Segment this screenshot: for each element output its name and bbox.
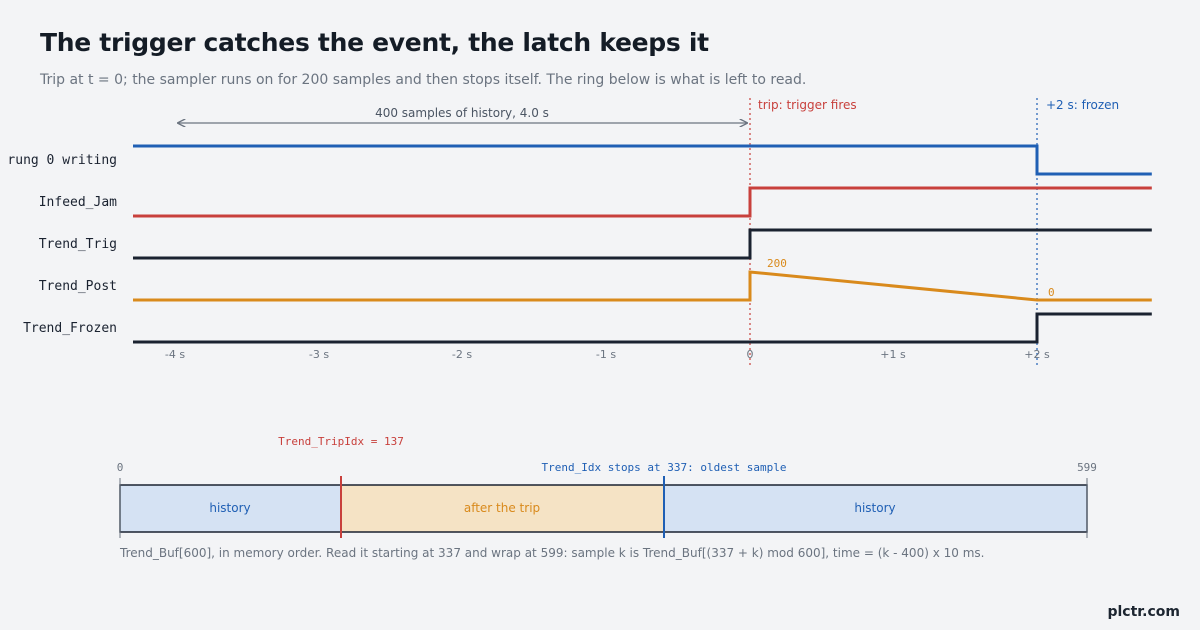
trace-rung0 bbox=[133, 144, 1152, 176]
trip-marker-label: trip: trigger fires bbox=[758, 98, 857, 112]
buffer-segment-label-after-trip: after the trip bbox=[464, 501, 540, 515]
trend-post-label-start: 200 bbox=[767, 257, 787, 270]
axis-tick-label: -2 s bbox=[452, 348, 472, 361]
buffer-segment-history-1 bbox=[119, 484, 342, 533]
axis-tick-label: -1 s bbox=[596, 348, 616, 361]
trace-trend-frozen bbox=[133, 312, 1152, 344]
stop-index-label: Trend_Idx stops at 337: oldest sample bbox=[541, 461, 786, 474]
axis-tick-label: 0 bbox=[747, 348, 754, 361]
signal-label-infeed-jam: Infeed_Jam bbox=[39, 195, 117, 210]
page-title: The trigger catches the event, the latch… bbox=[40, 28, 709, 57]
trend-post-label-end: 0 bbox=[1048, 286, 1055, 299]
buffer-start-label: 0 bbox=[117, 461, 124, 474]
trace-trend-post bbox=[133, 270, 1152, 302]
buffer-segment-label-history-1: history bbox=[209, 501, 250, 515]
signal-label-trend-trig: Trend_Trig bbox=[39, 237, 117, 252]
brand-logo-text: plctr.com bbox=[1107, 604, 1180, 620]
signal-label-trend-frozen: Trend_Frozen bbox=[23, 321, 117, 336]
history-span-label: 400 samples of history, 4.0 s bbox=[375, 106, 549, 120]
axis-tick-label: +2 s bbox=[1024, 348, 1050, 361]
buffer-caption: Trend_Buf[600], in memory order. Read it… bbox=[119, 546, 984, 560]
trip-index-label: Trend_TripIdx = 137 bbox=[278, 435, 404, 448]
signal-label-rung0: rung 0 writing bbox=[7, 153, 117, 168]
axis-tick-label: +1 s bbox=[880, 348, 906, 361]
page-subtitle: Trip at t = 0; the sampler runs on for 2… bbox=[40, 72, 807, 88]
trace-trend-trig bbox=[133, 228, 1152, 260]
trace-infeed-jam bbox=[133, 186, 1152, 218]
frozen-marker-label: +2 s: frozen bbox=[1046, 98, 1119, 112]
axis-tick-label: -3 s bbox=[309, 348, 329, 361]
axis-tick-label: -4 s bbox=[165, 348, 185, 361]
signal-label-trend-post: Trend_Post bbox=[39, 279, 117, 294]
buffer-end-label: 599 bbox=[1077, 461, 1097, 474]
buffer-segment-label-history-2: history bbox=[854, 501, 895, 515]
